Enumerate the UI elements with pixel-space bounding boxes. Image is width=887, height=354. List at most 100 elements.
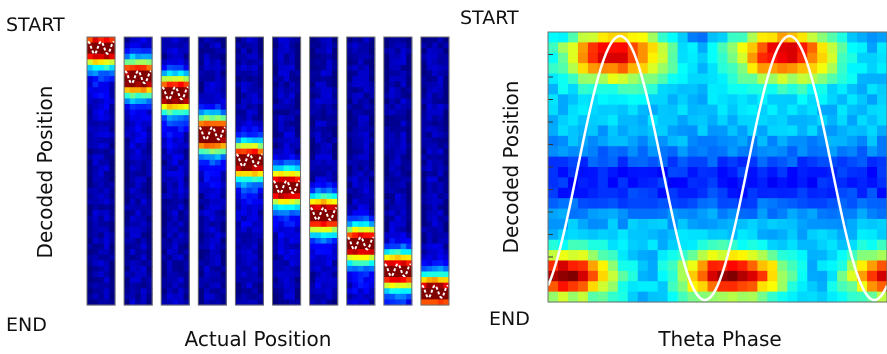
strip-cell (252, 137, 259, 144)
strip-cell (109, 59, 116, 66)
strip-cell (432, 265, 439, 273)
strip-cell (426, 120, 433, 127)
heatmap-cell (657, 198, 669, 210)
heatmap-cell (637, 281, 649, 293)
strip-cell (278, 182, 285, 189)
strip-cell (166, 109, 173, 116)
strip-cell (109, 293, 116, 301)
heatmap-cell (837, 146, 848, 158)
strip-cell (420, 282, 428, 289)
strip-cell (420, 53, 428, 60)
strip-cell (135, 70, 142, 77)
strip-cell (183, 42, 190, 49)
strip-cell (140, 293, 148, 301)
left-start-label: START (6, 14, 65, 36)
strip-cell (124, 187, 131, 194)
heatmap-cell (617, 167, 629, 178)
strip-cell (161, 182, 168, 189)
heatmap-cell (867, 104, 878, 116)
strip-cell (103, 265, 110, 273)
strip-cell (289, 42, 296, 49)
strip-frame (123, 36, 153, 306)
strip-cell (166, 288, 173, 295)
heatmap-cell (777, 177, 788, 189)
strip-cell (252, 277, 259, 284)
heatmap-cell (697, 208, 709, 220)
strip-cell (432, 109, 439, 116)
heatmap-cell (697, 115, 709, 127)
strip-cell (289, 243, 296, 250)
strip-cell (294, 176, 302, 183)
strip-cell (346, 98, 353, 105)
heatmap-cell (697, 229, 709, 241)
strip-cell (395, 87, 402, 94)
strip-cell (346, 42, 353, 49)
strip-cell (420, 64, 428, 72)
strip-cell (103, 271, 110, 278)
heatmap-cell (637, 115, 649, 127)
heatmap-cell (737, 104, 749, 116)
strip-cell (437, 70, 444, 77)
heatmap-cell (657, 32, 669, 43)
strip-cell (161, 254, 168, 261)
strip-cell (320, 193, 327, 200)
strip-cell (294, 126, 302, 133)
heatmap-cell (657, 229, 669, 241)
strip-cell (294, 204, 302, 211)
strip-cell (135, 109, 142, 116)
strip-cell (443, 53, 450, 60)
heatmap-cell (627, 52, 639, 64)
strip-cell (309, 126, 316, 133)
strip-cell (203, 238, 211, 245)
heatmap-cell (627, 250, 639, 262)
strip-cell (257, 159, 264, 167)
strip-cell (278, 120, 285, 127)
strip-cell (420, 120, 428, 127)
strip-cell (252, 120, 259, 127)
strip-cell (406, 109, 413, 116)
strip-cell (109, 277, 116, 284)
strip-cell (289, 64, 296, 72)
strip-cell (320, 76, 327, 83)
strip-cell (326, 221, 333, 228)
strip-cell (209, 277, 216, 284)
strip-cell (278, 260, 285, 267)
heatmap-cell (877, 291, 887, 303)
strip-cell (363, 53, 370, 60)
strip-cell (140, 143, 148, 150)
strip-cell (161, 87, 168, 94)
strip-cell (124, 131, 131, 139)
heatmap-cell (747, 115, 758, 127)
strip-cell (198, 98, 205, 105)
strip-cell (135, 282, 142, 289)
strip-cell (283, 64, 290, 72)
heatmap-cell (557, 250, 569, 262)
strip-cell (198, 215, 205, 222)
strip-cell (406, 171, 413, 178)
strip-cell (241, 232, 248, 239)
strip-cell (166, 271, 173, 278)
heatmap-cell (577, 291, 589, 303)
strip-cell (166, 226, 173, 234)
strip-cell (166, 42, 173, 49)
heatmap-cell (557, 291, 569, 303)
heatmap-cell (837, 281, 848, 293)
heatmap-cell (847, 42, 858, 54)
strip-cell (98, 131, 105, 139)
heatmap-cell (787, 260, 798, 272)
strip-cell (406, 37, 413, 44)
strip-cell (257, 87, 264, 94)
heatmap-cell (647, 270, 659, 282)
heatmap-cell (797, 42, 808, 54)
heatmap-cell (557, 198, 569, 210)
heatmap-cell (837, 270, 848, 282)
strip-cell (109, 37, 116, 44)
heatmap-cell (687, 198, 699, 210)
strip-cell (294, 226, 302, 234)
strip-cell (283, 48, 290, 55)
strip-cell (395, 53, 402, 60)
heatmap-cell (867, 125, 878, 137)
strip-cell (278, 109, 285, 116)
strip-cell (87, 59, 94, 66)
heatmap-cell (587, 32, 599, 43)
